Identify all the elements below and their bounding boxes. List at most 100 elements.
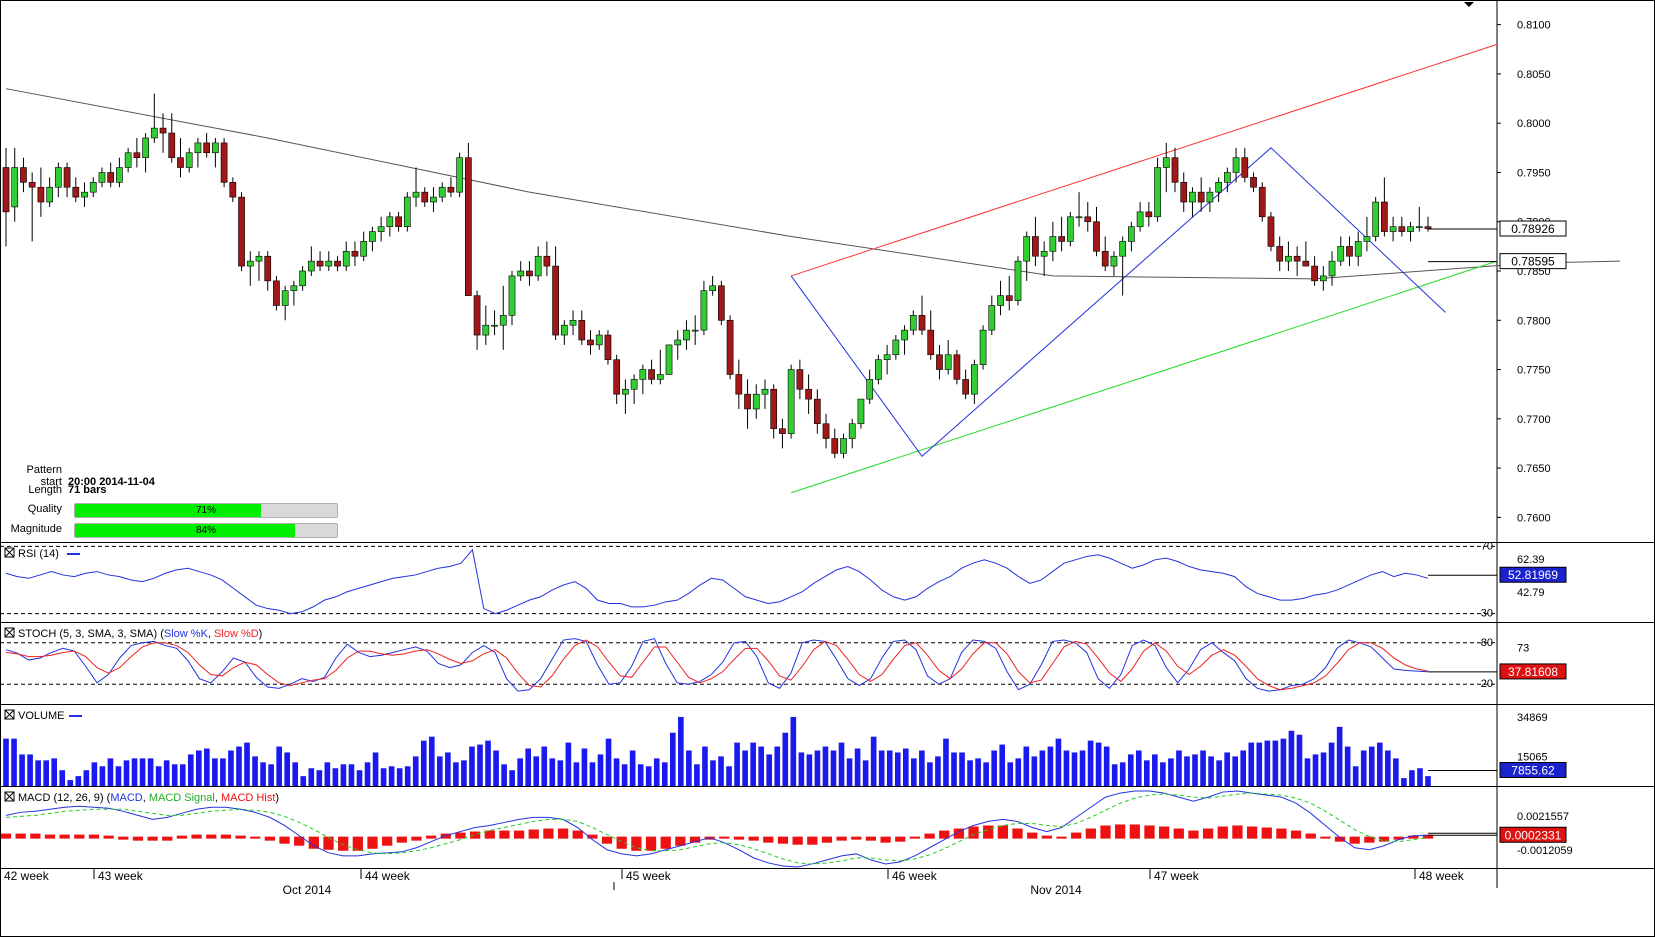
candle-body bbox=[656, 374, 664, 380]
macd-value-label: 0.0002331 bbox=[1505, 828, 1562, 842]
volume-bar bbox=[661, 762, 668, 786]
pane-title-part: Slow %D bbox=[214, 628, 259, 640]
volume-bar bbox=[1425, 776, 1431, 786]
volume-bar bbox=[1015, 758, 1022, 786]
volume-bar bbox=[445, 752, 451, 786]
macd-hist-bar bbox=[1012, 828, 1023, 839]
volume-bar bbox=[1328, 742, 1335, 786]
candle-body bbox=[674, 339, 682, 346]
macd-hist-bar bbox=[0, 833, 12, 839]
volume-bar bbox=[91, 762, 98, 786]
macd-hist-bar bbox=[191, 834, 202, 839]
week-label: 43 week bbox=[98, 869, 144, 883]
macd-hist-bar bbox=[484, 830, 495, 839]
candle-body bbox=[54, 167, 62, 188]
volume-bar bbox=[155, 766, 162, 786]
volume-bar bbox=[51, 758, 58, 786]
volume-bar bbox=[1248, 742, 1255, 786]
volume-bar bbox=[686, 750, 692, 786]
candle-body bbox=[351, 250, 359, 257]
candle-body bbox=[587, 339, 594, 346]
candle-body bbox=[124, 152, 132, 168]
candle-body bbox=[665, 344, 673, 375]
macd-hist-bar bbox=[792, 836, 803, 845]
volume-bar bbox=[734, 742, 740, 786]
candle-body bbox=[1381, 201, 1388, 232]
macd-hist-bar bbox=[279, 836, 290, 844]
volume-bar bbox=[276, 746, 282, 786]
macd-hist-bar bbox=[162, 836, 173, 841]
macd-hist-bar bbox=[1071, 832, 1082, 839]
candle-body bbox=[683, 329, 690, 341]
candle-body bbox=[177, 157, 184, 168]
candle-body bbox=[1223, 172, 1231, 183]
volume-bar bbox=[75, 776, 82, 786]
macd-hist-bar bbox=[1056, 836, 1067, 839]
volume-bar bbox=[1063, 750, 1070, 786]
candle-body bbox=[456, 157, 463, 193]
pattern-magnitude-label: Magnitude bbox=[10, 523, 62, 535]
volume-bar bbox=[131, 758, 138, 786]
candle-body bbox=[1285, 255, 1292, 262]
volume-bar bbox=[1264, 740, 1271, 786]
volume-bar bbox=[911, 758, 917, 786]
macd-hist-bar bbox=[909, 836, 921, 839]
price-tick-label: 0.7750 bbox=[1517, 365, 1551, 377]
candle-body bbox=[779, 428, 786, 434]
moving-average-line bbox=[5, 88, 1620, 280]
candle-body bbox=[1145, 211, 1153, 218]
macd-tick-label: -0.0012059 bbox=[1517, 845, 1573, 857]
volume-bar bbox=[1071, 752, 1078, 786]
week-label: 44 week bbox=[365, 869, 411, 883]
candle-body bbox=[290, 285, 298, 292]
candle-body bbox=[133, 152, 141, 158]
macd-hist-bar bbox=[983, 825, 994, 839]
candle-body bbox=[1040, 250, 1048, 257]
candle-body bbox=[1346, 246, 1353, 257]
volume-bar bbox=[886, 750, 893, 786]
macd-hist-bar bbox=[118, 836, 129, 840]
pane-title-part: STOCH (5, 3, SMA, 3, SMA) ( bbox=[18, 628, 164, 640]
macd-hist-bar bbox=[220, 834, 232, 839]
volume-bar bbox=[621, 764, 628, 786]
candle-body bbox=[20, 167, 27, 183]
candle-body bbox=[875, 359, 882, 380]
pane-title-part: MACD Signal bbox=[149, 792, 215, 804]
volume-bar bbox=[27, 754, 33, 786]
volume-bar bbox=[1119, 762, 1126, 786]
volume-bar bbox=[1144, 760, 1150, 786]
candle-body bbox=[1206, 191, 1214, 203]
rsi-tick-label: 42.79 bbox=[1517, 587, 1545, 599]
candle-body bbox=[2, 167, 10, 213]
volume-bar bbox=[525, 748, 532, 786]
magnitude-bar-text: 84% bbox=[195, 525, 216, 536]
candle-body bbox=[1363, 236, 1371, 242]
candle-body bbox=[691, 329, 699, 332]
candle-body bbox=[1119, 241, 1127, 257]
candle-body bbox=[107, 172, 115, 183]
candle-body bbox=[1328, 260, 1336, 277]
macd-hist-bar bbox=[1393, 836, 1404, 840]
candle-body bbox=[150, 127, 158, 139]
volume-bar bbox=[428, 736, 435, 786]
candle-body bbox=[499, 315, 507, 326]
candle-body bbox=[1180, 182, 1188, 203]
candle-body bbox=[1023, 236, 1031, 262]
candle-body bbox=[1014, 260, 1022, 301]
macd-hist-bar bbox=[1378, 836, 1390, 842]
volume-bar bbox=[943, 738, 949, 786]
pane-title-part: ) bbox=[275, 792, 279, 804]
stoch-value-label: 37.81608 bbox=[1508, 665, 1558, 679]
macd-hist-bar bbox=[338, 836, 349, 851]
volume-bar bbox=[461, 760, 467, 786]
volume-bar bbox=[252, 756, 258, 786]
candle-body bbox=[909, 315, 917, 331]
price-label-box bbox=[1499, 220, 1567, 237]
macd-hist-bar bbox=[469, 831, 481, 839]
candle-body bbox=[465, 157, 472, 296]
macd-hist-bar bbox=[1276, 828, 1287, 839]
magnitude-bar: 84% bbox=[74, 523, 338, 538]
candle-body bbox=[1319, 275, 1327, 282]
